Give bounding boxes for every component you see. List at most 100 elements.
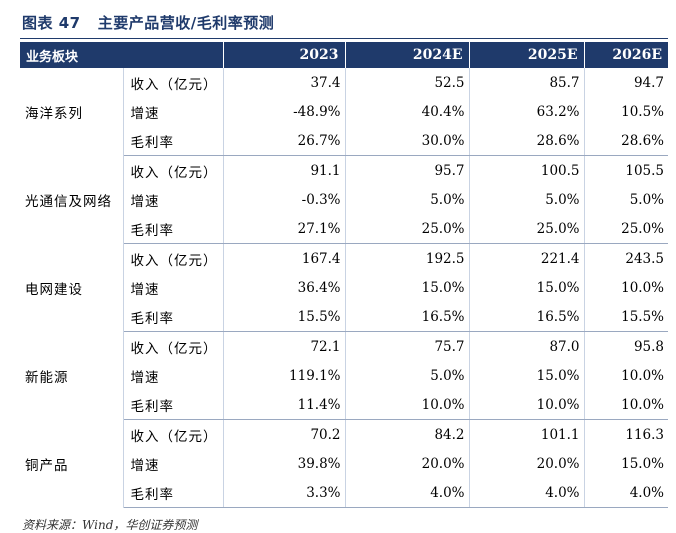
value-cell: 40.4% <box>344 97 470 126</box>
value-cell: 91.1 <box>222 155 346 185</box>
value-cell: 27.1% <box>222 214 346 244</box>
metric-label: 毛利率 <box>123 126 224 156</box>
table-row: 毛利率 26.7% 30.0% 28.6% 28.6% <box>20 126 669 156</box>
value-cell: 72.1 <box>222 331 346 361</box>
value-cell: 221.4 <box>468 243 585 273</box>
value-cell: 10.0% <box>344 390 470 420</box>
value-cell: 94.7 <box>583 68 669 97</box>
value-cell: 63.2% <box>468 97 585 126</box>
value-cell: 5.0% <box>583 185 669 214</box>
metric-label: 收入（亿元） <box>130 340 218 357</box>
value-cell: 37.4 <box>222 68 346 97</box>
value-cell: 15.0% <box>583 449 669 478</box>
value-cell: 167.4 <box>222 243 346 273</box>
value-cell: 20.0% <box>468 449 585 478</box>
value-cell: 15.0% <box>468 273 585 302</box>
segment-name: 海洋系列 <box>20 68 124 156</box>
value-cell: 10.0% <box>468 390 585 420</box>
value-cell: 28.6% <box>583 126 669 156</box>
table-row: 铜产品 收入（亿元） 70.2 84.2 101.1 116.3 <box>20 419 669 508</box>
table-row: 新能源 收入（亿元） 72.1 75.7 87.0 95.8 <box>20 331 669 420</box>
value-cell: 4.0% <box>344 478 470 508</box>
value-cell: 26.7% <box>222 126 346 156</box>
value-cell: 105.5 <box>583 155 669 185</box>
table-row: 增速 39.8% 20.0% 20.0% 15.0% <box>20 449 669 478</box>
value-cell: 11.4% <box>222 390 346 420</box>
forecast-table: 业务板块 2023 2024E 2025E 2026E 海洋系列 收入（亿元） 37… <box>20 42 669 508</box>
value-cell: 15.5% <box>222 302 346 332</box>
table-row: 增速 36.4% 15.0% 15.0% 10.0% <box>20 273 669 302</box>
value-cell: 119.1% <box>222 361 346 390</box>
table-row: 光通信及网络 收入（亿元） 91.1 95.7 100.5 105.5 <box>20 155 669 244</box>
metric-label: 毛利率 <box>123 478 224 508</box>
value-cell: 25.0% <box>468 214 585 244</box>
value-cell: 25.0% <box>344 214 470 244</box>
metric-label: 收入（亿元） <box>130 76 218 93</box>
value-cell: 5.0% <box>344 185 470 214</box>
source-note: 资料来源：Wind，华创证券预测 <box>22 518 198 532</box>
value-cell: 95.7 <box>344 155 470 185</box>
value-cell: 10.0% <box>583 273 669 302</box>
metric-label: 增速 <box>130 369 160 386</box>
figure-title-text: 主要产品营收/毛利率预测 <box>97 14 275 32</box>
metric-label: 增速 <box>130 281 160 298</box>
value-cell: -48.9% <box>222 97 346 126</box>
value-cell: 70.2 <box>222 419 346 449</box>
segment-name: 电网建设 <box>20 243 124 332</box>
table-row: 电网建设 收入（亿元） 167.4 192.5 221.4 243.5 <box>20 243 669 332</box>
value-cell: 20.0% <box>344 449 470 478</box>
value-cell: 15.5% <box>583 302 669 332</box>
metric-label: 收入（亿元） <box>130 164 218 181</box>
figure-title: 图表 47 主要产品营收/毛利率预测 <box>22 12 274 33</box>
value-cell: 39.8% <box>222 449 346 478</box>
value-cell: 10.0% <box>583 390 669 420</box>
table-row: 毛利率 15.5% 16.5% 16.5% 15.5% <box>20 302 669 332</box>
value-cell: 100.5 <box>468 155 585 185</box>
value-cell: 192.5 <box>344 243 470 273</box>
table-row: 增速 -0.3% 5.0% 5.0% 5.0% <box>20 185 669 214</box>
value-cell: 116.3 <box>583 419 669 449</box>
table-row: 增速 119.1% 5.0% 15.0% 10.0% <box>20 361 669 390</box>
value-cell: 10.0% <box>583 361 669 390</box>
value-cell: 3.3% <box>222 478 346 508</box>
value-cell: 4.0% <box>583 478 669 508</box>
value-cell: 5.0% <box>344 361 470 390</box>
value-cell: 95.8 <box>583 331 669 361</box>
metric-label: 毛利率 <box>123 390 224 420</box>
value-cell: 75.7 <box>344 331 470 361</box>
metric-label: 增速 <box>130 105 160 122</box>
table-row: 毛利率 27.1% 25.0% 25.0% 25.0% <box>20 214 669 244</box>
value-cell: 84.2 <box>344 419 470 449</box>
metric-label: 毛利率 <box>123 214 224 244</box>
table-header-row: 业务板块 2023 2024E 2025E 2026E <box>20 42 669 68</box>
value-cell: 25.0% <box>583 214 669 244</box>
value-cell: 4.0% <box>468 478 585 508</box>
header-year: 2026E <box>583 42 669 68</box>
metric-label: 收入（亿元） <box>130 252 218 269</box>
segment-name: 新能源 <box>20 331 124 420</box>
metric-label: 毛利率 <box>123 302 224 332</box>
value-cell: 101.1 <box>468 419 585 449</box>
title-rule <box>20 38 668 39</box>
value-cell: -0.3% <box>222 185 346 214</box>
value-cell: 16.5% <box>344 302 470 332</box>
segment-name: 铜产品 <box>20 419 124 508</box>
segment-name: 光通信及网络 <box>20 155 124 244</box>
table-row: 海洋系列 收入（亿元） 37.4 52.5 85.7 94.7 <box>20 68 669 156</box>
value-cell: 10.5% <box>583 97 669 126</box>
value-cell: 30.0% <box>344 126 470 156</box>
header-year: 2024E <box>344 42 470 68</box>
table-row: 毛利率 3.3% 4.0% 4.0% 4.0% <box>20 478 669 508</box>
header-year: 2023 <box>222 42 346 68</box>
header-segment: 业务板块 <box>20 42 224 68</box>
value-cell: 87.0 <box>468 331 585 361</box>
value-cell: 5.0% <box>468 185 585 214</box>
table-row: 毛利率 11.4% 10.0% 10.0% 10.0% <box>20 390 669 420</box>
value-cell: 52.5 <box>344 68 470 97</box>
value-cell: 85.7 <box>468 68 585 97</box>
value-cell: 243.5 <box>583 243 669 273</box>
table-row: 增速 -48.9% 40.4% 63.2% 10.5% <box>20 97 669 126</box>
value-cell: 15.0% <box>468 361 585 390</box>
header-year: 2025E <box>468 42 585 68</box>
value-cell: 15.0% <box>344 273 470 302</box>
